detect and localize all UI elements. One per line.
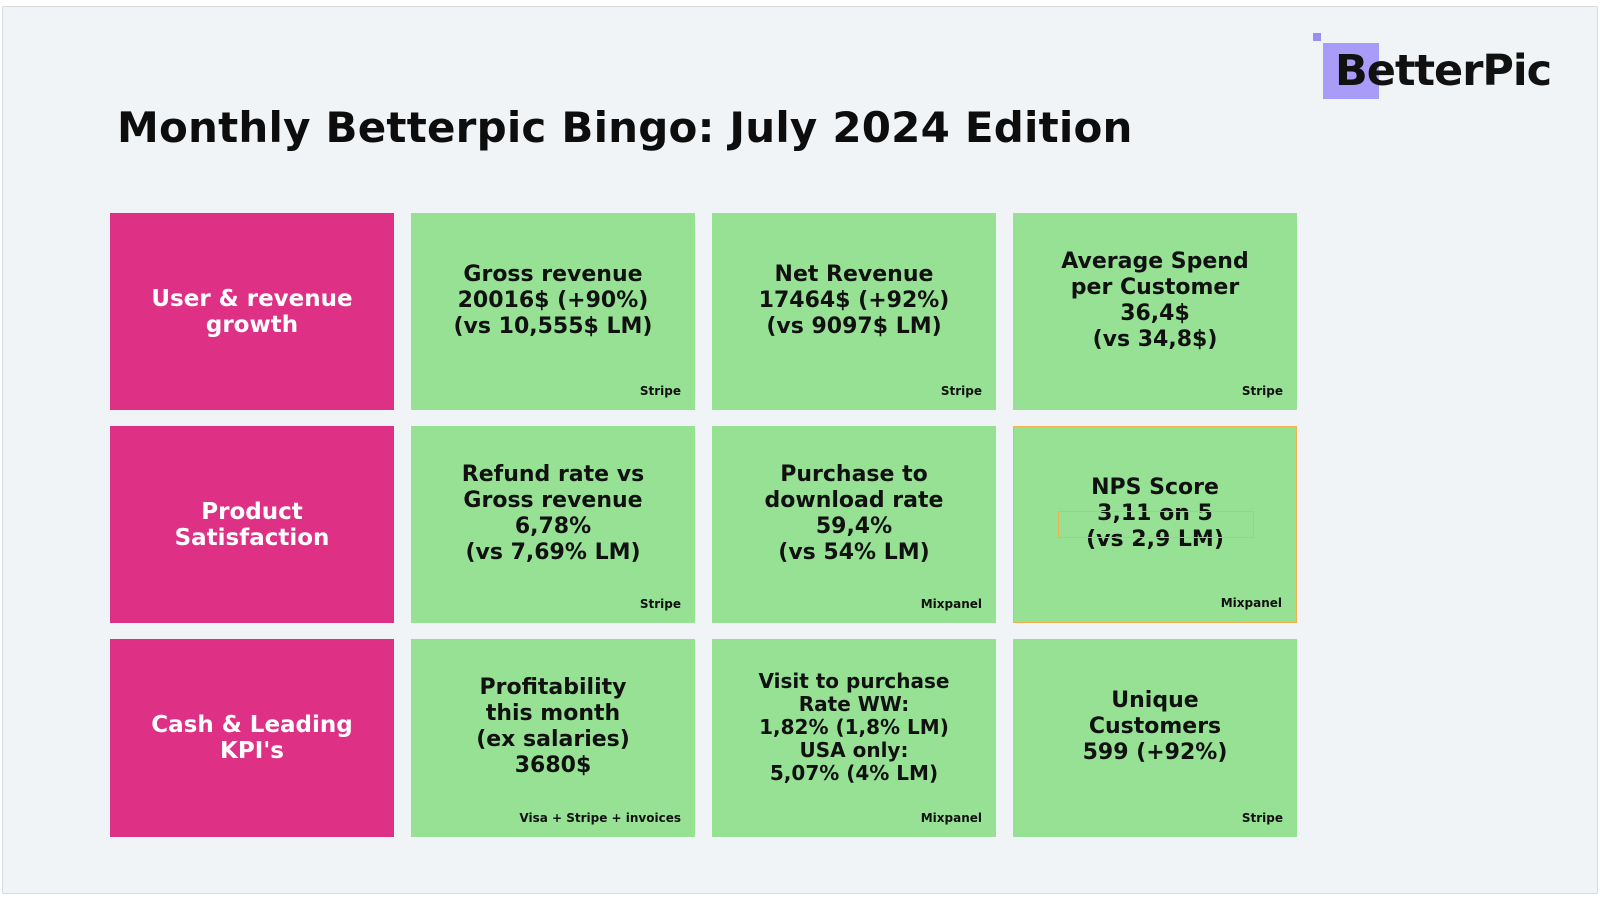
kpi-text: Net Revenue 17464$ (+92%) (vs 9097$ LM) xyxy=(758,261,950,339)
category-user-revenue-growth: User & revenue growth xyxy=(110,213,394,410)
kpi-text: Purchase to download rate 59,4% (vs 54% … xyxy=(764,461,944,565)
kpi-card-net-revenue: Net Revenue 17464$ (+92%) (vs 9097$ LM) … xyxy=(712,213,996,410)
kpi-text: Average Spend per Customer 36,4$ (vs 34,… xyxy=(1061,248,1249,352)
kpi-source: Stripe xyxy=(1241,811,1283,825)
kpi-source: Stripe xyxy=(940,384,982,398)
slide-title: Monthly Betterpic Bingo: July 2024 Editi… xyxy=(117,103,1133,152)
slide: Monthly Betterpic Bingo: July 2024 Editi… xyxy=(2,6,1598,894)
kpi-source: Visa + Stripe + invoices xyxy=(519,811,681,825)
logo-square xyxy=(1323,43,1379,99)
kpi-source: Mixpanel xyxy=(920,597,982,611)
kpi-card-average-spend: Average Spend per Customer 36,4$ (vs 34,… xyxy=(1013,213,1297,410)
selection-highlight xyxy=(1058,511,1254,538)
betterpic-logo: BetterPic xyxy=(1313,29,1553,105)
category-label: User & revenue growth xyxy=(151,285,353,338)
kpi-card-visit-to-purchase: Visit to purchase Rate WW: 1,82% (1,8% L… xyxy=(712,639,996,837)
kpi-source: Mixpanel xyxy=(1220,596,1282,610)
kpi-text: Profitability this month (ex salaries) 3… xyxy=(476,675,630,778)
kpi-source: Mixpanel xyxy=(920,811,982,825)
kpi-card-purchase-to-download: Purchase to download rate 59,4% (vs 54% … xyxy=(712,426,996,623)
kpi-bingo-grid: User & revenue growth Gross revenue 2001… xyxy=(110,213,1297,837)
category-label: Product Satisfaction xyxy=(174,498,330,551)
kpi-source: Stripe xyxy=(1241,384,1283,398)
kpi-card-profitability: Profitability this month (ex salaries) 3… xyxy=(411,639,695,837)
kpi-text: Gross revenue 20016$ (+90%) (vs 10,555$ … xyxy=(453,261,653,339)
logo-dot xyxy=(1313,33,1321,41)
kpi-text: Refund rate vs Gross revenue 6,78% (vs 7… xyxy=(461,461,645,565)
kpi-card-unique-customers: Unique Customers 599 (+92%) Stripe xyxy=(1013,639,1297,837)
logo-text: BetterPic xyxy=(1335,46,1552,96)
kpi-source: Stripe xyxy=(639,597,681,611)
kpi-card-gross-revenue: Gross revenue 20016$ (+90%) (vs 10,555$ … xyxy=(411,213,695,410)
kpi-text: Visit to purchase Rate WW: 1,82% (1,8% L… xyxy=(758,668,950,785)
category-product-satisfaction: Product Satisfaction xyxy=(110,426,394,623)
category-cash-leading-kpis: Cash & Leading KPI's xyxy=(110,639,394,837)
kpi-card-refund-rate: Refund rate vs Gross revenue 6,78% (vs 7… xyxy=(411,426,695,623)
category-label: Cash & Leading KPI's xyxy=(151,712,353,764)
kpi-text: Unique Customers 599 (+92%) xyxy=(1082,688,1228,765)
kpi-text: NPS Score 3,11 on 5 (vs 2,9 LM) xyxy=(1086,474,1224,552)
kpi-source: Stripe xyxy=(639,384,681,398)
kpi-card-nps-score: NPS Score 3,11 on 5 (vs 2,9 LM) Mixpanel xyxy=(1013,426,1297,623)
